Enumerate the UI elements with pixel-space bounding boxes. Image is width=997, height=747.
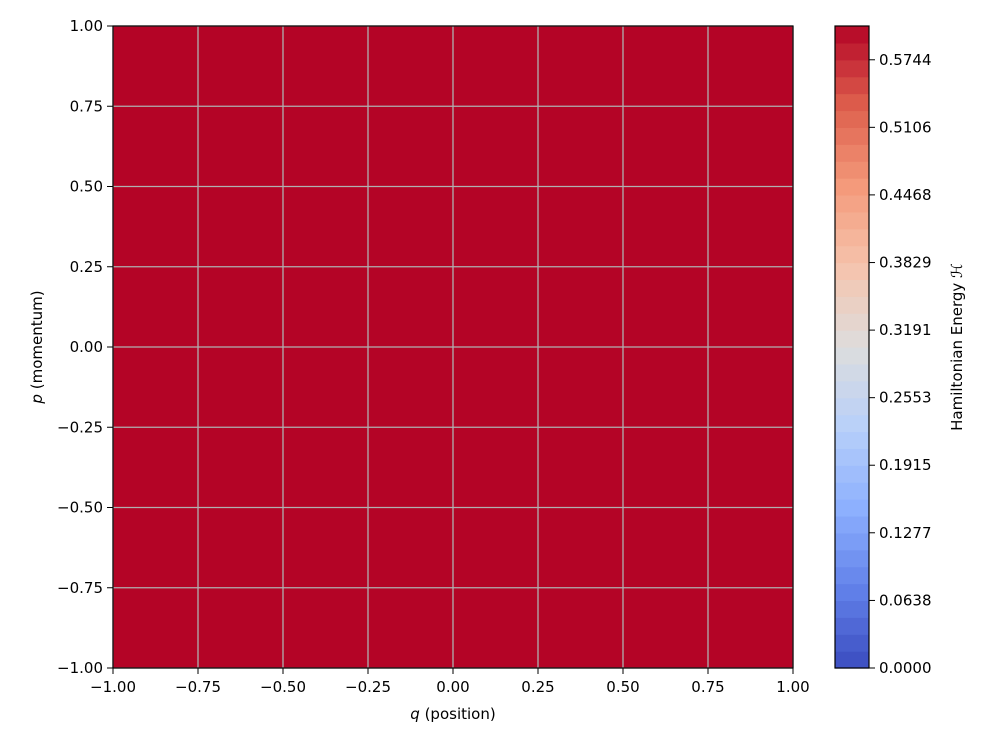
x-axis-var: q xyxy=(410,705,420,723)
colorbar-band xyxy=(835,93,869,112)
colorbar-band xyxy=(835,651,869,669)
colorbar-band xyxy=(835,194,869,213)
colorbar-band xyxy=(835,211,869,230)
x-tick-label: 0.25 xyxy=(521,678,554,696)
x-tick-label: 0.50 xyxy=(606,678,639,696)
colorbar-band xyxy=(835,532,869,551)
colorbar-tick-label: 0.0638 xyxy=(879,591,932,609)
colorbar-tick-label: 0.4468 xyxy=(879,186,932,204)
colorbar-band xyxy=(835,363,869,382)
colorbar-band xyxy=(835,76,869,95)
y-tick-label: 0.25 xyxy=(70,258,103,276)
colorbar-bands xyxy=(835,26,869,669)
x-tick-label: 1.00 xyxy=(776,678,809,696)
y-tick-label: 0.75 xyxy=(70,97,103,115)
y-axis-var: p xyxy=(28,394,46,405)
colorbar-tick-label: 0.1277 xyxy=(879,524,932,542)
colorbar-band xyxy=(835,228,869,247)
y-axis-label: p (momentum) xyxy=(28,290,46,404)
y-tick-label: 0.50 xyxy=(70,178,103,196)
y-tick-label: −0.50 xyxy=(57,499,103,517)
colorbar-band xyxy=(835,178,869,196)
colorbar-tick-label: 0.1915 xyxy=(879,456,932,474)
colorbar-tick-label: 0.5106 xyxy=(879,118,932,136)
plot-area xyxy=(112,25,794,669)
colorbar-band xyxy=(835,313,869,331)
colorbar-band xyxy=(835,330,869,348)
y-tick-label: 0.00 xyxy=(70,338,103,356)
colorbar-band xyxy=(835,397,869,416)
x-tick-label: 0.00 xyxy=(436,678,469,696)
colorbar-tick-label: 0.3191 xyxy=(879,321,932,339)
x-tick-label: −0.25 xyxy=(345,678,391,696)
colorbar-ticks: 0.0000 0.0638 0.1277 0.1915 0.2553 0.3191 0.38… xyxy=(869,51,932,677)
colorbar-band xyxy=(835,499,869,517)
colorbar-band xyxy=(835,634,869,652)
colorbar-band xyxy=(835,110,869,128)
colorbar-band xyxy=(835,414,869,433)
colorbar-band xyxy=(835,42,869,61)
colorbar-band xyxy=(835,59,869,78)
colorbar-band xyxy=(835,431,869,449)
colorbar-band xyxy=(835,347,869,365)
y-tick-label: −1.00 xyxy=(57,659,103,677)
colorbar-band xyxy=(835,245,869,264)
colorbar-band xyxy=(835,465,869,483)
y-axis-text: (momentum) xyxy=(28,290,46,394)
colorbar-band xyxy=(835,26,869,44)
x-axis: −1.00 −0.75 −0.50 −0.25 0.00 0.25 0.50 0.75 1.00 xyxy=(90,668,810,696)
colorbar-band xyxy=(835,144,869,162)
colorbar-tick-label: 0.2553 xyxy=(879,389,932,407)
colorbar-tick-label: 0.5744 xyxy=(879,51,932,69)
y-axis: −1.00 −0.75 −0.50 −0.25 0.00 0.25 0.50 0.75 1.00 xyxy=(57,17,113,677)
colorbar-tick-label: 0.3829 xyxy=(879,254,932,272)
x-tick-label: −0.75 xyxy=(175,678,221,696)
colorbar-band xyxy=(835,566,869,585)
colorbar-band xyxy=(835,262,869,281)
x-axis-label: q (position) xyxy=(410,705,495,723)
colorbar: 0.0000 0.0638 0.1277 0.1915 0.2553 0.3191 0.38… xyxy=(834,25,966,677)
y-tick-label: −0.75 xyxy=(57,579,103,597)
colorbar-band xyxy=(835,617,869,635)
colorbar-label: Hamiltonian Energy ℋ xyxy=(948,263,966,431)
colorbar-band xyxy=(835,448,869,466)
colorbar-band xyxy=(835,515,869,534)
colorbar-band xyxy=(835,482,869,500)
x-tick-label: −1.00 xyxy=(90,678,136,696)
x-tick-label: −0.50 xyxy=(260,678,306,696)
colorbar-band xyxy=(835,127,869,145)
colorbar-band xyxy=(835,600,869,618)
y-tick-label: 1.00 xyxy=(70,17,103,35)
colorbar-band xyxy=(835,279,869,297)
colorbar-band xyxy=(835,583,869,602)
colorbar-band xyxy=(835,296,869,314)
x-axis-text: (position) xyxy=(420,705,496,723)
colorbar-tick-label: 0.0000 xyxy=(879,659,932,677)
colorbar-band xyxy=(835,161,869,179)
colorbar-band xyxy=(835,380,869,399)
y-tick-label: −0.25 xyxy=(57,418,103,436)
colorbar-band xyxy=(835,549,869,568)
colorbar-frame xyxy=(834,25,870,669)
x-tick-label: 0.75 xyxy=(691,678,724,696)
